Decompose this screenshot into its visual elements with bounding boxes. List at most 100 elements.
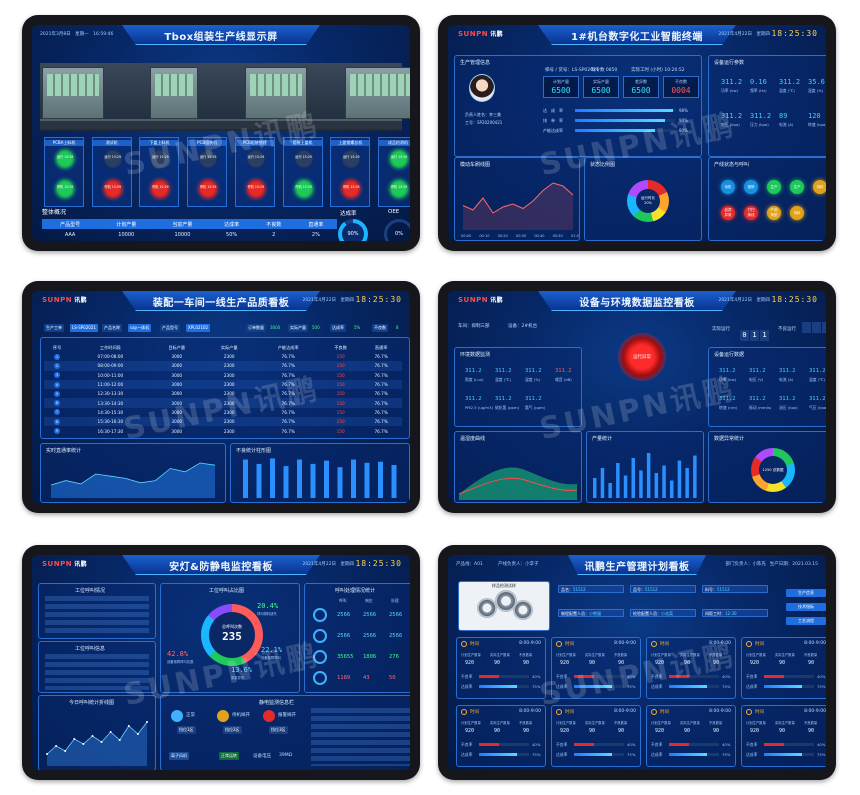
- table-cell: 76.7%: [255, 379, 321, 390]
- temp-chart-panel: 模动车刷线图 00:00 00:10 00:20 00:30 00:40 00:50 01:…: [454, 157, 580, 241]
- bar: [670, 480, 674, 498]
- donut-center-value: 235: [222, 630, 242, 643]
- station-label: PCB组装机: [188, 140, 227, 146]
- rate-label: 达成率: [340, 211, 357, 217]
- card-value: 920: [560, 660, 570, 666]
- station-card[interactable]: 上盖锁螺丝机 运行 15:29 停机 15:29: [330, 137, 371, 207]
- station-card[interactable]: PCB组装锁付 运行 15:29 停机 15:29: [234, 137, 275, 207]
- call-status-button[interactable]: 待料: [790, 206, 804, 220]
- table-cell: 2300: [223, 354, 235, 360]
- call-status-button[interactable]: 打扫 换线: [744, 206, 758, 220]
- defect-rate-label: 不良率: [461, 742, 473, 747]
- call-status-button[interactable]: 报修: [744, 180, 758, 194]
- call-handling-panel: 呼叫处理情况统计 呼叫 响应 处理 2566 2566 2566 2566 2566 2566 3…: [304, 583, 410, 693]
- hour-card: 时间 8:00-9:00 计划生产数量 实际生产数量 不良数量 920 90 90 不良率 40%…: [456, 637, 546, 699]
- station-card[interactable]: 下盖上料机 运行 15:29 停机 15:29: [139, 137, 180, 207]
- param-label: 电压 (kpa): [721, 122, 740, 127]
- call-value: 2566: [363, 633, 377, 639]
- card-value: 90: [779, 728, 786, 734]
- table-cell: 2: [44, 361, 71, 371]
- clock-icon: [746, 709, 752, 715]
- staff-zone: 挡位1区: [177, 726, 196, 734]
- station-stop-light: 停机 15:29: [151, 180, 170, 198]
- hour-card: 时间 8:00-9:00 计划生产数量 实际生产数量 不良数量 920 90 90 不良率 40%…: [551, 705, 641, 767]
- card-value: 920: [655, 728, 665, 734]
- station-label: 上盖锁螺丝机: [331, 140, 370, 146]
- ion-fan-button[interactable]: 离子风机: [169, 752, 189, 760]
- table-cell: 11:00-12:00: [70, 379, 151, 390]
- screen-tbox-line: Tbox组装生产线显示屏 2021年3月8日 星期一 16:59:46 PCBA…: [32, 25, 410, 241]
- call-status-button[interactable]: 待机: [721, 180, 735, 194]
- card-value: 920: [750, 660, 760, 666]
- rate-gauge: 90%: [338, 219, 368, 241]
- call-status-button[interactable]: 待料: [813, 180, 826, 194]
- call-status-button[interactable]: 生产: [790, 180, 804, 194]
- env-value: 311.2: [555, 368, 572, 374]
- side-tab-0[interactable]: 生产信息: [786, 589, 826, 597]
- kpi-value: 6500: [551, 86, 571, 95]
- param-value: 89: [779, 112, 788, 120]
- param-value: 311.2: [779, 78, 801, 86]
- row-index: 7: [54, 409, 61, 416]
- param-label: 压力 (kpa): [750, 122, 769, 127]
- side-tab-2[interactable]: 工艺流程: [786, 617, 826, 625]
- call-status-button[interactable]: 品质 异常: [721, 206, 735, 220]
- env-panel: 环境数据监测 311.2 照度 (Lux) 311.2 温度 (℃) 311.2 湿度 (…: [454, 347, 582, 427]
- station-card[interactable]: 测试机 运行 15:29 停机 15:29: [91, 137, 132, 207]
- row-index: 6: [54, 400, 61, 407]
- screen-title: 1#机台数字化工业智能终端: [571, 32, 703, 43]
- call-status-button[interactable]: 生产: [767, 180, 781, 194]
- card-head: 实际生产数量: [490, 721, 510, 725]
- bearing-image: [477, 598, 497, 618]
- table-cell: 2: [272, 232, 276, 238]
- ratio-label: 设备故障呼叫总数: [167, 660, 194, 664]
- card-value: 920: [655, 660, 665, 666]
- table-cell: 76.7%: [281, 391, 295, 397]
- kpi-label: 计划产量: [553, 79, 569, 84]
- line-area: [47, 722, 147, 766]
- device-label: 电流 (A): [779, 377, 794, 382]
- sample-title: 样品检测试样: [492, 583, 516, 588]
- env-value: 311.2: [465, 368, 482, 374]
- card-time-label: 时间: [565, 710, 574, 715]
- line-point: [118, 739, 121, 741]
- env-value: 311.2: [495, 368, 512, 374]
- table-header: 当前产量: [154, 219, 211, 229]
- table-row: 1 07:00-08:00 3000 2300 76.7% 150 76.7%: [44, 352, 402, 361]
- call-status-button[interactable]: 产品 换型: [767, 206, 781, 220]
- table-cell: 10000: [118, 232, 135, 238]
- line-series: [462, 182, 574, 214]
- station-card[interactable]: 成品检测机 运行 15:29 停机 15:29: [378, 137, 410, 207]
- card-head: 计划生产数量: [651, 721, 671, 725]
- card-time-range: 8:00-9:00: [519, 709, 541, 714]
- kpi-label: 不良数: [675, 79, 687, 84]
- station-card[interactable]: PCB组装机 运行 15:29 停机 15:29: [187, 137, 228, 207]
- hour-card: 时间 8:00-9:00 计划生产数量 实际生产数量 不良数量 920 90 90 不良率 40%…: [741, 705, 826, 767]
- station-status-text: 运行 15:29: [199, 155, 217, 159]
- card-value: 920: [465, 728, 475, 734]
- progress-bar: [575, 129, 675, 132]
- device-label: 气压 (kpa): [809, 405, 826, 410]
- bar: [639, 470, 643, 498]
- defect-rate-value: 40%: [532, 674, 541, 679]
- bar: [646, 453, 651, 498]
- table-row: 7 14:30-15:30 3000 2300 76.7% 150 76.7%: [44, 408, 402, 417]
- field-value: 51512: [573, 587, 586, 592]
- panel-title: 设备运行数据: [714, 352, 745, 358]
- screen-quality-board: SUNPN 讯鹏 装配一车间一线生产品质看板 2021年4月22日 星期四 18:…: [32, 291, 410, 503]
- field-colon: ：: [585, 611, 589, 616]
- station-card[interactable]: 组装上盖机 运行 15:29 停机 15:29: [282, 137, 323, 207]
- side-tab-1[interactable]: 技术指标: [786, 603, 826, 611]
- achieve-rate-value: 75%: [532, 684, 541, 689]
- order-field-label: 生产工单: [44, 324, 64, 332]
- table-cell: 150: [336, 372, 345, 378]
- station-card[interactable]: PCBA上料机 运行 15:29 停机 15:29: [44, 137, 84, 207]
- station-stop-light: 停机 15:29: [294, 180, 313, 198]
- bar: [297, 459, 302, 498]
- kpi-box: 实际产量 6500: [583, 76, 619, 98]
- table-header: 工作时间段: [99, 345, 121, 350]
- station-status-light: 运行 15:29: [103, 150, 122, 168]
- station-stop-text: 停机 15:29: [199, 185, 217, 189]
- card-head: 计划生产数量: [461, 653, 481, 657]
- panel-title: 呼叫处理情况统计: [335, 588, 376, 594]
